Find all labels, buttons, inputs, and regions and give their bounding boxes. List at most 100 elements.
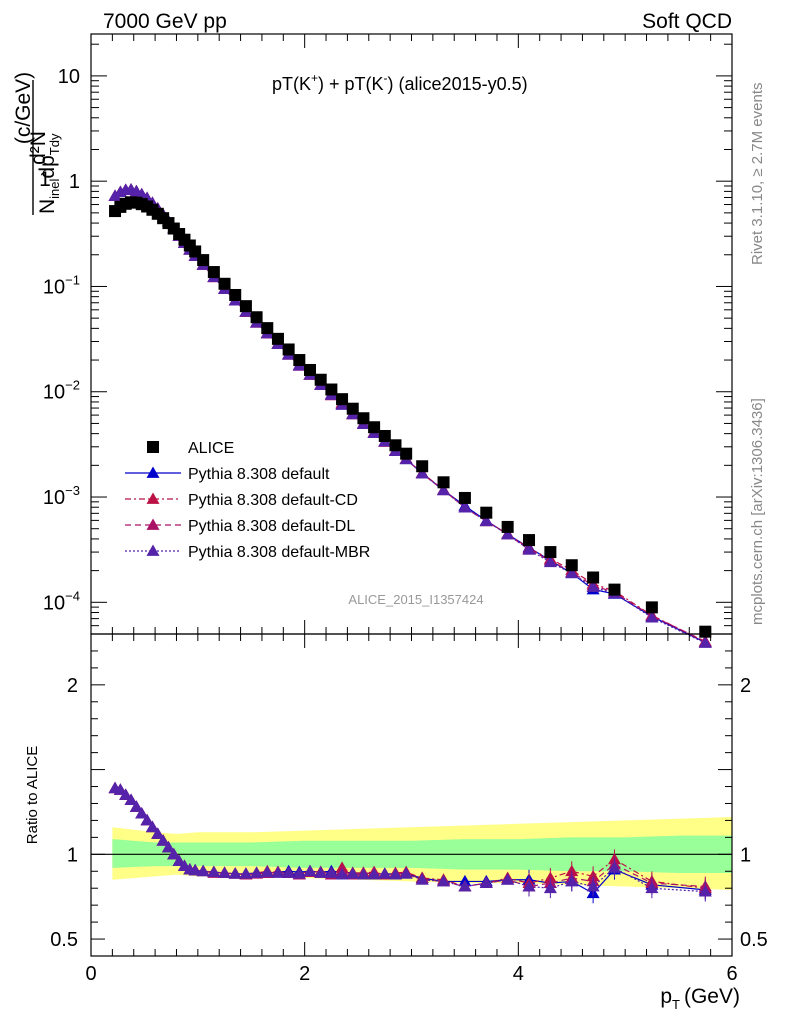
legend-marker [146, 544, 160, 556]
alice-point [501, 520, 514, 533]
legend-marker [146, 518, 160, 530]
ratio-series-point [119, 788, 133, 800]
alice-point [304, 363, 317, 376]
y-tick-label: 1 [69, 171, 80, 193]
alice-point [378, 429, 391, 442]
ratio-series-point [415, 873, 429, 885]
series-point [645, 611, 659, 623]
ratio-series-point [282, 866, 296, 878]
alice-point [346, 402, 359, 415]
ratio-series-point [129, 800, 143, 812]
series-point [415, 467, 429, 479]
ratio-series-point [458, 880, 472, 892]
series-point [458, 501, 472, 513]
ratio-frame [90, 633, 733, 957]
ratio-series-point [228, 867, 242, 879]
ratio-series-point [645, 881, 659, 894]
ratio-series-point [565, 874, 579, 887]
alice-point [437, 476, 450, 489]
ratio-series-point [303, 864, 317, 877]
watermark: ALICE_2015_I1357424 [348, 592, 483, 607]
ratio-series-point [367, 868, 381, 880]
ratio-series-point [437, 874, 451, 887]
ratio-series-point [388, 868, 402, 880]
y-axis-label: 1 d²N NineldpTdy (c/GeV) [12, 72, 62, 215]
ratio-series-point [172, 854, 186, 866]
alice-point [400, 447, 413, 460]
alice-point [523, 534, 536, 547]
ratio-series-point [479, 876, 493, 889]
ratio-series-point [260, 865, 274, 877]
ratio-y-label: Ratio to ALICE [24, 746, 41, 844]
ratio-series-point [346, 867, 360, 879]
alice-point [357, 412, 370, 425]
alice-point [229, 288, 242, 301]
alice-point [389, 439, 402, 452]
series-point [698, 636, 712, 648]
alice-point [587, 571, 600, 584]
legend-marker [147, 441, 159, 453]
alice-point [608, 583, 621, 596]
ratio-series-point [698, 885, 712, 897]
legend-label: Pythia 8.308 default-DL [188, 518, 355, 535]
series-point [586, 580, 600, 593]
series-point [501, 527, 515, 540]
ratio-series-point [124, 793, 138, 805]
ratio-tick-label-right: 1 [740, 844, 751, 866]
x-tick-label: 2 [299, 963, 310, 985]
alice-point [218, 277, 231, 290]
ratio-series-point [161, 841, 175, 853]
ratio-series-point [543, 881, 557, 894]
ratio-series-point [167, 847, 181, 860]
y-tick-label: 10−1 [43, 272, 80, 298]
legend-label: Pythia 8.308 default [188, 466, 330, 483]
ratio-series-point [378, 867, 392, 879]
x-tick-label: 4 [513, 963, 524, 985]
legend-marker [146, 492, 160, 504]
ratio-series-point [522, 880, 536, 892]
series-point [565, 566, 579, 579]
alice-point [271, 332, 284, 345]
ratio-series-point [156, 834, 170, 846]
legend-label: Pythia 8.308 default-CD [188, 492, 358, 509]
ratio-series-point [196, 864, 210, 877]
series-point [543, 555, 557, 568]
series-point [522, 543, 536, 555]
legend-label: ALICE [188, 440, 234, 457]
ylabel-den: NineldpTdy [36, 133, 62, 214]
alice-point [261, 322, 274, 335]
ratio-series-point [399, 867, 413, 879]
y-tick-label: 10−2 [43, 378, 80, 404]
y-tick-label: 10−4 [43, 588, 80, 614]
alice-point [282, 343, 295, 356]
ratio-series-point [501, 873, 515, 885]
alice-point [336, 393, 349, 406]
ratio-series-point [145, 820, 159, 833]
x-tick-label: 0 [85, 963, 96, 985]
ratio-tick-label-right: 0.5 [740, 929, 768, 951]
legend: ALICE Pythia 8.308 default Pythia 8.308 de… [125, 440, 370, 561]
ratio-series-point [218, 866, 232, 878]
ratio-tick-label: 0.5 [50, 929, 78, 951]
ratio-series-point [113, 783, 127, 795]
alice-point [325, 383, 338, 396]
ratio-series-point [292, 867, 306, 879]
ratio-series-point [607, 861, 621, 873]
ratio-series-point [586, 880, 600, 892]
ylabel-unit: (c/GeV) [12, 72, 35, 144]
ratio-plot-area: 0 2 4 6 2 2 1 1 0.5 0.5 [50, 620, 768, 985]
alice-point [314, 373, 327, 386]
alice-point [458, 491, 471, 504]
alice-point [239, 300, 252, 313]
header-right: Soft QCD [642, 10, 732, 33]
alice-point [250, 311, 263, 324]
chart-title: pT(K+) + pT(K-) (alice2015-y0.5) [272, 71, 528, 94]
ratio-series-point [207, 865, 221, 877]
ratio-series-point [239, 867, 253, 879]
ratio-series-point [356, 868, 370, 880]
ratio-tick-label: 1 [67, 844, 78, 866]
alice-point [197, 254, 210, 267]
alice-point [480, 506, 493, 519]
ratio-series-point [140, 813, 154, 826]
